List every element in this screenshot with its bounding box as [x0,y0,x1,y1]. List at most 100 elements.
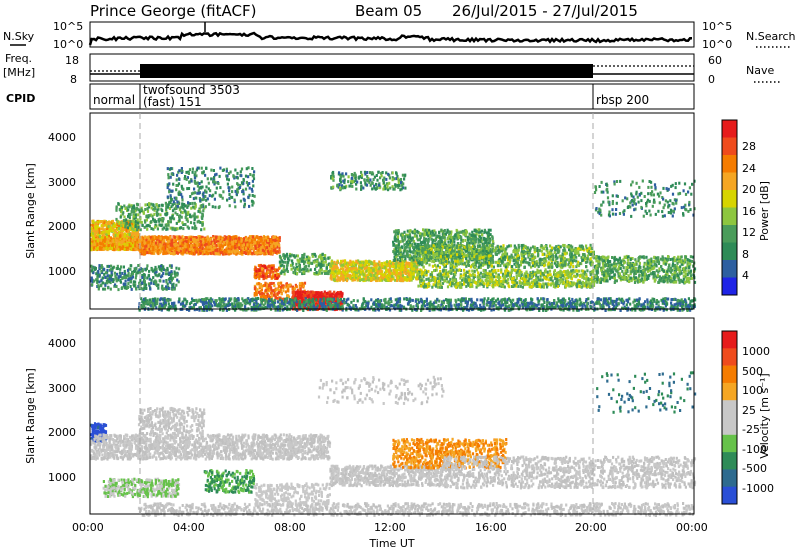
power-cell [139,247,142,251]
power-cell [203,250,206,254]
power-cell [162,265,165,269]
power-cell [336,272,339,276]
power-cell [367,268,370,272]
power-cell [148,250,152,254]
power-cell [113,231,116,235]
power-cell [168,201,171,205]
power-cell [258,248,262,252]
power-cell [402,260,405,264]
power-cell [110,273,114,277]
power-cell [143,225,146,229]
power-cell [393,268,396,272]
power-cell [132,248,135,252]
power-cell [233,244,236,248]
power-cell [274,274,277,277]
power-cell [91,266,94,270]
power-cell [336,293,339,297]
power-cell [307,264,310,268]
power-cell [176,247,179,251]
power-cell [135,273,138,277]
power-cell [90,248,93,251]
power-cell [100,227,103,231]
power-cell [265,291,268,295]
power-cell [160,286,164,290]
power-cell [197,252,200,256]
power-cell [273,235,276,239]
power-cell [197,238,200,242]
power-cell [314,254,317,258]
power-cell [147,282,151,286]
power-cell [161,284,164,288]
nave-tick-high: 60 [708,54,722,67]
power-cell [90,227,93,231]
power-cell [282,260,285,264]
power-cell [172,252,175,256]
power-cell [187,247,190,251]
power-cell [133,214,136,218]
freq-tick-high: 18 [65,54,79,67]
power-cell [169,248,172,252]
power-cell [265,240,269,244]
power-cell [251,235,254,239]
power-cell [268,252,271,256]
power-cell [311,254,314,258]
power-cell [177,170,180,174]
power-cell [193,212,196,216]
power-cell [171,226,174,230]
power-cell [132,206,135,210]
power-cell [280,284,283,288]
power-cell [270,281,273,285]
power-cell [130,264,133,268]
power-cell [196,244,199,248]
power-cell [406,271,409,275]
power-cell [248,193,251,197]
power-cell [238,246,241,250]
power-cell [123,242,126,246]
power-cell [191,167,194,171]
power-cell [255,243,258,247]
power-cell [111,266,114,270]
power-cell [295,296,298,300]
nsky-label: N.Sky [3,30,35,43]
power-cell [379,278,382,282]
power-cell [104,235,107,239]
power-cell [347,261,350,265]
power-cell [267,241,270,244]
power-cell [406,269,409,273]
power-cell [234,189,237,193]
power-cell [182,250,185,254]
power-cell [336,266,339,270]
power-cell [96,279,99,283]
power-cell [199,239,203,243]
power-cell [153,251,156,255]
power-cell [331,261,334,265]
power-cell [144,268,147,272]
power-cell [123,232,126,236]
power-cell [240,238,243,242]
power-cell [334,270,337,273]
nsky-tick-low: 10^0 [53,38,83,51]
power-cell [254,274,257,278]
power-cell [116,239,119,243]
power-cell [193,227,196,231]
power-cell [105,243,108,247]
power-cell [242,190,245,193]
power-cell [96,246,99,250]
power-cell [166,167,169,171]
power-cell [178,208,181,212]
power-cell [200,250,203,254]
power-cell [278,296,281,300]
power-cell [90,233,93,237]
power-cell [268,274,271,278]
power-cell [120,208,123,212]
power-cell [190,206,193,210]
power-cell [256,288,259,292]
power-cell [234,168,237,172]
power-cell [180,193,183,197]
power-cell [243,251,246,254]
power-cell [269,271,272,275]
power-cell [112,226,115,230]
power-cell [138,281,141,285]
power-cell [198,191,201,195]
power-cell [192,214,195,218]
